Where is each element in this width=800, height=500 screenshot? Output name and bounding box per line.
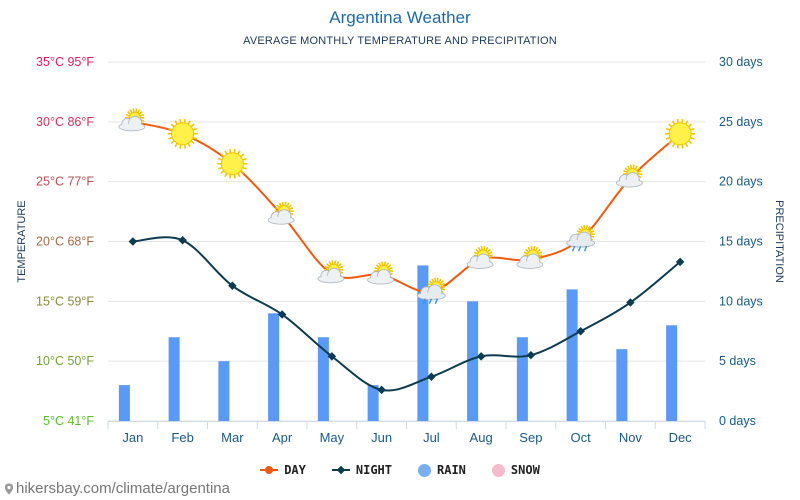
day-line bbox=[132, 120, 681, 293]
rain-bar bbox=[218, 361, 230, 421]
x-tick-label: Aug bbox=[470, 430, 493, 445]
partly-cloudy-icon bbox=[317, 260, 345, 284]
night-point bbox=[576, 327, 585, 336]
rain-bar bbox=[616, 349, 628, 421]
night-line bbox=[132, 236, 681, 392]
rain-bar bbox=[417, 265, 429, 421]
left-tick-label: 5°C 41°F bbox=[43, 414, 94, 428]
partly-cloudy-icon bbox=[267, 201, 295, 225]
partly-cloudy-icon bbox=[466, 245, 494, 269]
source-text: hikersbay.com/climate/argentina bbox=[16, 480, 230, 497]
right-tick-label: 25 days bbox=[719, 115, 763, 129]
chart-subtitle: AVERAGE MONTHLY TEMPERATURE AND PRECIPIT… bbox=[243, 35, 557, 47]
night-point bbox=[228, 281, 237, 291]
rain-bar bbox=[516, 337, 528, 421]
partly-cloudy-icon bbox=[367, 261, 395, 285]
x-tick-label: Nov bbox=[619, 430, 643, 445]
chart-title: Argentina Weather bbox=[329, 8, 471, 27]
rain-bar bbox=[666, 325, 678, 421]
night-point bbox=[675, 257, 685, 267]
source-link[interactable]: hikersbay.com/climate/argentina bbox=[4, 480, 230, 497]
legend-item-night[interactable]: NIGHT bbox=[331, 463, 392, 477]
partly-cloudy-icon bbox=[118, 108, 146, 132]
legend-snow-label: SNOW bbox=[510, 463, 540, 477]
night-point bbox=[327, 352, 337, 361]
rain-bar bbox=[467, 301, 479, 421]
left-tick-label: 30°C 86°F bbox=[36, 115, 94, 129]
cloud-rain-icon bbox=[566, 225, 596, 252]
x-tick-label: Dec bbox=[669, 430, 693, 445]
night-point bbox=[128, 237, 138, 246]
legend-rain-label: RAIN bbox=[437, 463, 466, 477]
chart-legend: DAY NIGHT RAIN SNOW bbox=[0, 463, 800, 477]
left-tick-label: 10°C 50°F bbox=[36, 354, 94, 368]
right-tick-label: 0 days bbox=[719, 414, 756, 428]
night-point bbox=[427, 372, 436, 381]
partly-cloudy-icon bbox=[516, 245, 544, 269]
legend-day-label: DAY bbox=[284, 463, 306, 477]
legend-item-snow[interactable]: SNOW bbox=[491, 463, 540, 477]
partly-cloudy-icon bbox=[615, 164, 643, 188]
legend-night-swatch bbox=[331, 465, 350, 475]
rain-bar bbox=[268, 313, 280, 421]
night-point bbox=[377, 385, 386, 395]
x-tick-label: May bbox=[320, 430, 345, 445]
legend-snow-swatch bbox=[491, 463, 505, 477]
right-tick-label: 20 days bbox=[719, 175, 763, 189]
left-tick-label: 20°C 68°F bbox=[36, 235, 94, 249]
x-tick-label: Sep bbox=[519, 430, 542, 445]
night-point bbox=[626, 298, 635, 307]
sun-icon bbox=[217, 148, 248, 179]
rain-bar bbox=[566, 289, 578, 421]
legend-rain-swatch bbox=[418, 463, 431, 477]
rain-bar bbox=[317, 337, 329, 421]
x-tick-label: Jun bbox=[371, 430, 392, 445]
night-point bbox=[277, 310, 287, 319]
rain-bar bbox=[367, 385, 379, 421]
night-point bbox=[178, 236, 187, 245]
x-tick-label: Jul bbox=[423, 430, 440, 445]
rain-bar bbox=[168, 337, 180, 421]
left-tick-label: 35°C 95°F bbox=[36, 55, 94, 69]
legend-day-swatch bbox=[260, 466, 279, 474]
night-point bbox=[526, 350, 536, 360]
x-tick-label: Apr bbox=[272, 430, 293, 445]
y-axis-right-title: PRECIPITATION bbox=[773, 200, 785, 283]
sun-icon bbox=[167, 118, 198, 149]
x-tick-label: Mar bbox=[221, 430, 244, 445]
cloud-rain-icon bbox=[416, 277, 446, 305]
x-tick-label: Jan bbox=[122, 430, 143, 445]
left-tick-label: 25°C 77°F bbox=[36, 175, 94, 189]
night-point bbox=[476, 352, 486, 361]
right-tick-label: 30 days bbox=[719, 55, 763, 69]
legend-item-rain[interactable]: RAIN bbox=[418, 463, 466, 477]
x-tick-label: Feb bbox=[171, 430, 193, 445]
right-tick-label: 10 days bbox=[719, 294, 763, 308]
rain-bar bbox=[118, 385, 130, 421]
y-axis-left-title: TEMPERATURE bbox=[16, 200, 28, 282]
right-tick-label: 5 days bbox=[719, 354, 756, 368]
right-tick-label: 15 days bbox=[719, 235, 763, 249]
location-pin-icon bbox=[4, 482, 14, 495]
legend-item-day[interactable]: DAY bbox=[260, 463, 306, 477]
sun-icon bbox=[665, 118, 696, 149]
x-tick-label: Oct bbox=[571, 430, 592, 445]
left-tick-label: 15°C 59°F bbox=[36, 294, 94, 308]
legend-night-label: NIGHT bbox=[355, 463, 392, 477]
